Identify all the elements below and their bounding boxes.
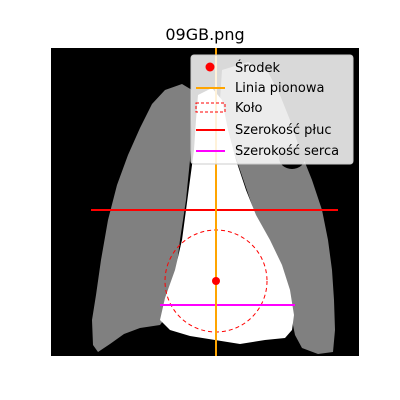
legend-vline-label: Linia pionowa bbox=[235, 81, 324, 96]
legend-heart-label: Szerokość serca bbox=[235, 144, 339, 159]
figure-title: 09GB.png bbox=[165, 25, 244, 44]
center-point bbox=[212, 277, 220, 285]
legend-lung-label: Szerokość płuc bbox=[235, 123, 332, 138]
legend-circle-marker bbox=[195, 102, 226, 113]
legend-center-label: Środek bbox=[235, 60, 281, 76]
legend-circle-label: Koło bbox=[235, 101, 263, 116]
legend-center-marker bbox=[205, 62, 215, 72]
legend: Środek Linia pionowa Koło Szerokość płuc… bbox=[190, 54, 354, 165]
lung-left bbox=[92, 84, 192, 352]
heart-region bbox=[160, 88, 294, 344]
legend-box bbox=[190, 54, 354, 165]
